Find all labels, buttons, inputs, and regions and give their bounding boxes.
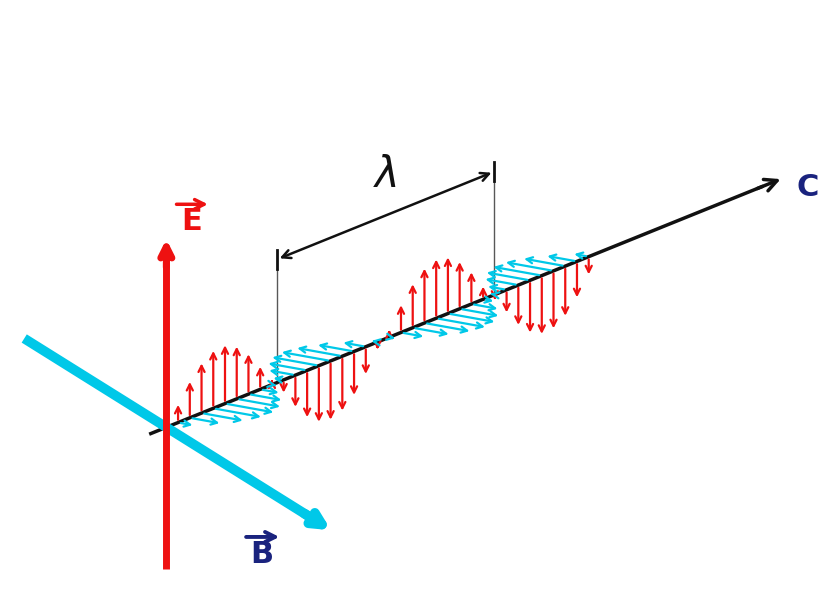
- Text: C: C: [796, 173, 818, 202]
- Text: $\mathbf{E}$: $\mathbf{E}$: [180, 207, 201, 236]
- Text: $\mathbf{B}$: $\mathbf{B}$: [250, 541, 273, 569]
- Text: $\lambda$: $\lambda$: [373, 155, 397, 196]
